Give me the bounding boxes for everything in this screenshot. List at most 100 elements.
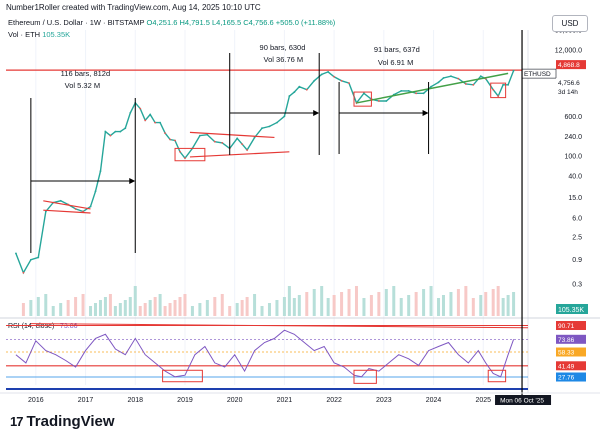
measure-bars-label: 91 bars, 637d	[374, 45, 420, 54]
volume-bar	[81, 294, 85, 316]
price-tag-symbol: ETHUSD	[524, 71, 551, 78]
time-axis-tick: 2018	[127, 397, 143, 404]
price-point	[221, 141, 224, 144]
volume-bar	[113, 306, 117, 316]
price-point	[253, 136, 256, 139]
rsi-level-tag-bg	[556, 321, 586, 331]
volume-bar	[198, 303, 202, 316]
price-point	[479, 75, 482, 78]
price-point	[497, 95, 500, 97]
red-trendline-2019-bottom	[189, 151, 290, 158]
volume-bar	[220, 294, 224, 316]
price-point	[333, 75, 336, 78]
volume-bar	[173, 300, 177, 316]
time-axis-tick: 2023	[376, 397, 392, 404]
price-tag-countdown-bg	[556, 87, 586, 97]
volume-bar	[326, 298, 330, 316]
red-trendline-2016-bottom	[43, 209, 91, 214]
crosshair-date-label: Mon 06 Oct '25	[500, 398, 544, 405]
volume-bar	[369, 295, 373, 316]
price-point	[313, 79, 316, 82]
measure-volume-label: Vol 5.32 M	[65, 81, 100, 90]
green-trendline	[356, 72, 509, 104]
measure-volume-label: Vol 6.91 M	[378, 58, 413, 67]
price-point	[457, 77, 460, 80]
price-point	[94, 190, 97, 193]
price-point	[22, 271, 25, 274]
rsi-highlight-box	[487, 369, 507, 383]
volume-bar	[332, 295, 336, 316]
red-trendline-2016-top	[43, 200, 91, 210]
time-axis-tick: 2016	[28, 397, 44, 404]
price-axis-tick: 12,000.0	[555, 48, 582, 55]
volume-bar	[148, 300, 152, 316]
price-point	[430, 85, 432, 88]
currency-button[interactable]: USD	[552, 15, 588, 32]
volume-label: Vol · ETH	[8, 30, 41, 39]
price-point	[276, 121, 278, 124]
crosshair-date-bg	[495, 395, 552, 405]
price-point	[305, 88, 308, 91]
volume-bar	[153, 297, 157, 316]
volume-bar	[213, 297, 217, 316]
volume-bar	[138, 306, 142, 316]
volume-bar	[501, 298, 505, 316]
volume-bar	[228, 306, 232, 316]
volume-bar	[44, 294, 48, 316]
volume-bar	[240, 300, 244, 316]
measure-arrow-head	[422, 110, 429, 116]
volume-bar	[103, 297, 107, 316]
price-tag-resistance: 4,868.8	[558, 62, 580, 69]
volume-bar	[456, 289, 460, 316]
price-highlight-box	[353, 91, 372, 107]
time-axis-tick: 2025	[475, 397, 491, 404]
volume-bar	[235, 303, 239, 316]
volume-bar	[414, 292, 418, 316]
price-point	[320, 73, 323, 76]
price-axis-tick: 600.0	[564, 114, 582, 121]
tradingview-brand: 17 TradingView	[10, 413, 115, 430]
red-trendline-2019-top	[189, 131, 275, 139]
volume-tag: 105.35K	[558, 307, 584, 314]
time-axis-tick: 2020	[227, 397, 243, 404]
rsi-title: RSI (14, close)	[8, 323, 54, 330]
price-point	[348, 82, 350, 85]
price-point	[206, 133, 209, 136]
volume-bar	[479, 295, 483, 316]
volume-bar	[340, 292, 344, 316]
price-tag-countdown: 3d 14h	[558, 89, 578, 96]
rsi-level-tag-bg	[556, 334, 586, 344]
time-axis-tick: 2024	[426, 397, 442, 404]
price-point	[340, 79, 343, 82]
price-point	[450, 75, 452, 78]
price-point	[437, 81, 440, 84]
chart-credit: Number1Roller created with TradingView.c…	[6, 3, 261, 12]
volume-bar	[168, 303, 172, 316]
price-axis-tick: 2.5	[572, 235, 582, 242]
volume-bar	[362, 298, 366, 316]
volume-bar	[512, 292, 516, 316]
volume-bar	[123, 300, 127, 316]
volume-bar	[347, 289, 351, 316]
price-point	[407, 89, 410, 92]
price-point	[139, 107, 142, 110]
price-point	[298, 85, 301, 88]
price-axis-tick: 6.0	[572, 215, 582, 222]
volume-bar	[471, 298, 475, 316]
rsi-title-value: 73.86	[60, 323, 78, 330]
price-point	[492, 88, 495, 91]
volume-bar	[245, 297, 249, 316]
volume-bar	[267, 303, 271, 316]
price-point	[293, 91, 296, 93]
price-point	[261, 127, 263, 130]
price-point	[124, 127, 127, 130]
volume-bar	[178, 297, 182, 316]
volume-bar	[354, 286, 358, 316]
price-axis-tick: 15.0	[568, 195, 582, 202]
price-point	[104, 130, 107, 133]
price-point	[174, 139, 176, 142]
price-point	[89, 205, 92, 208]
price-point	[327, 70, 330, 73]
price-point	[74, 208, 77, 210]
